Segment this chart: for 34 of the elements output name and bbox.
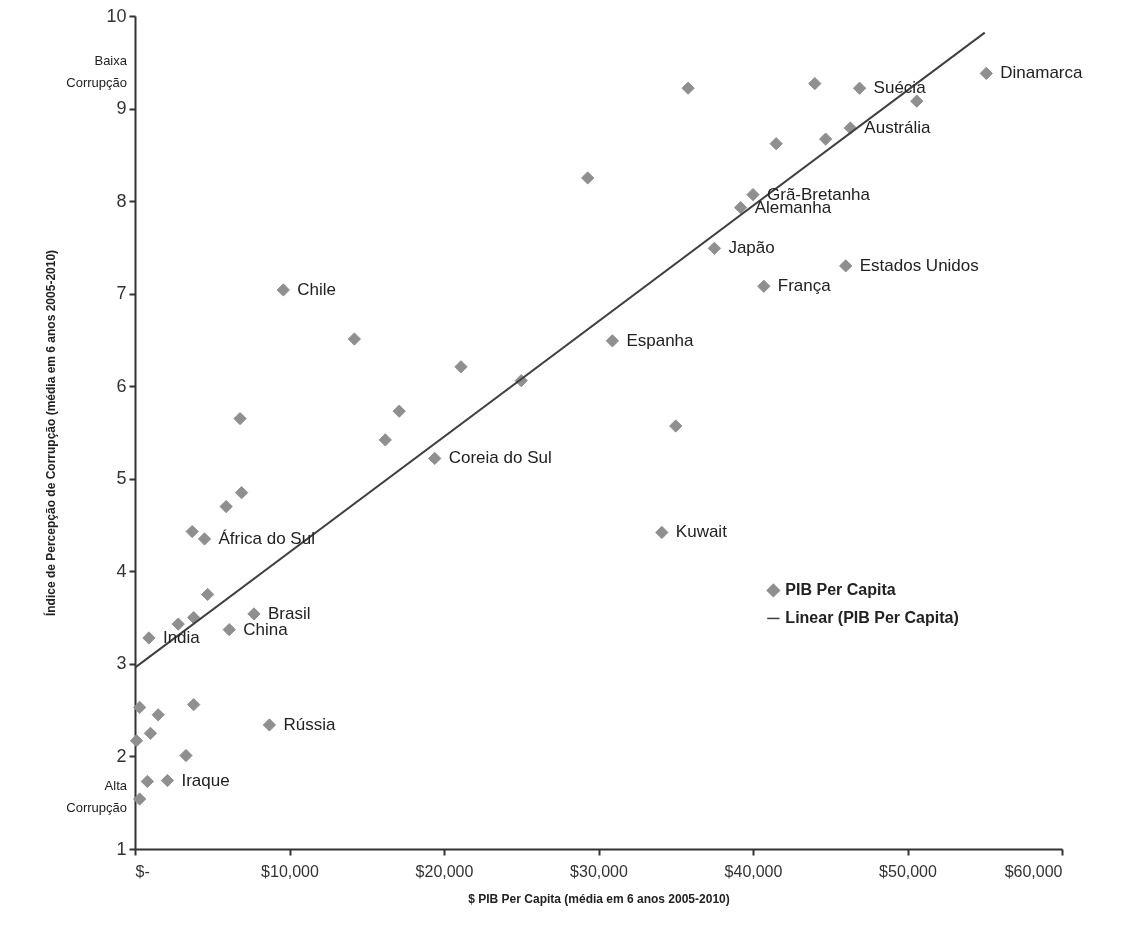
annotation: Austrália — [864, 117, 932, 137]
y-tick-label: 4 — [116, 560, 127, 581]
annotation: Coreia do Sul — [448, 448, 552, 468]
annotation: Kuwait — [675, 522, 728, 542]
y-tick-label: 5 — [116, 468, 127, 489]
y-tick-label: 10 — [106, 5, 127, 26]
annotation: Japão — [728, 238, 775, 258]
y-tick-label: 6 — [116, 375, 127, 396]
x-tick-label: $40,000 — [724, 862, 783, 880]
y-tick-label: 7 — [116, 283, 127, 304]
legend-label: Linear (PIB Per Capita) — [785, 609, 959, 627]
x-tick-label: $30,000 — [570, 862, 629, 880]
y-tick-label: 8 — [116, 190, 127, 211]
y-tick-label: 2 — [116, 745, 127, 766]
y-tick-label: 3 — [116, 653, 127, 674]
y-tick-label: 1 — [116, 838, 127, 859]
annotation: França — [777, 276, 832, 296]
x-tick-label: $50,000 — [879, 862, 938, 880]
y-axis-title: Índice de Percepção de Corrupção (média em 6 anos 2005-2010) — [43, 249, 59, 617]
y-tick-label: 9 — [116, 98, 127, 119]
annotation: Espanha — [626, 330, 695, 350]
text: Baixa Corrupção — [66, 53, 128, 90]
legend-label: PIB Per Capita — [785, 581, 896, 599]
x-tick-label: $- — [135, 862, 150, 880]
x-tick-label: $60,000 — [1004, 862, 1063, 880]
annotation: Rússia — [283, 714, 336, 734]
annotation: Chile — [297, 279, 337, 299]
text: Alta Corrupção — [66, 778, 128, 815]
annotation: Iraque — [181, 770, 230, 790]
annotation: Estados Unidos — [859, 255, 979, 275]
x-tick-label: $10,000 — [261, 862, 320, 880]
x-axis-title: $ PIB Per Capita (média em 6 anos 2005-2010) — [468, 891, 730, 906]
annotation: Dinamarca — [1000, 63, 1084, 83]
x-tick-label: $20,000 — [415, 862, 474, 880]
